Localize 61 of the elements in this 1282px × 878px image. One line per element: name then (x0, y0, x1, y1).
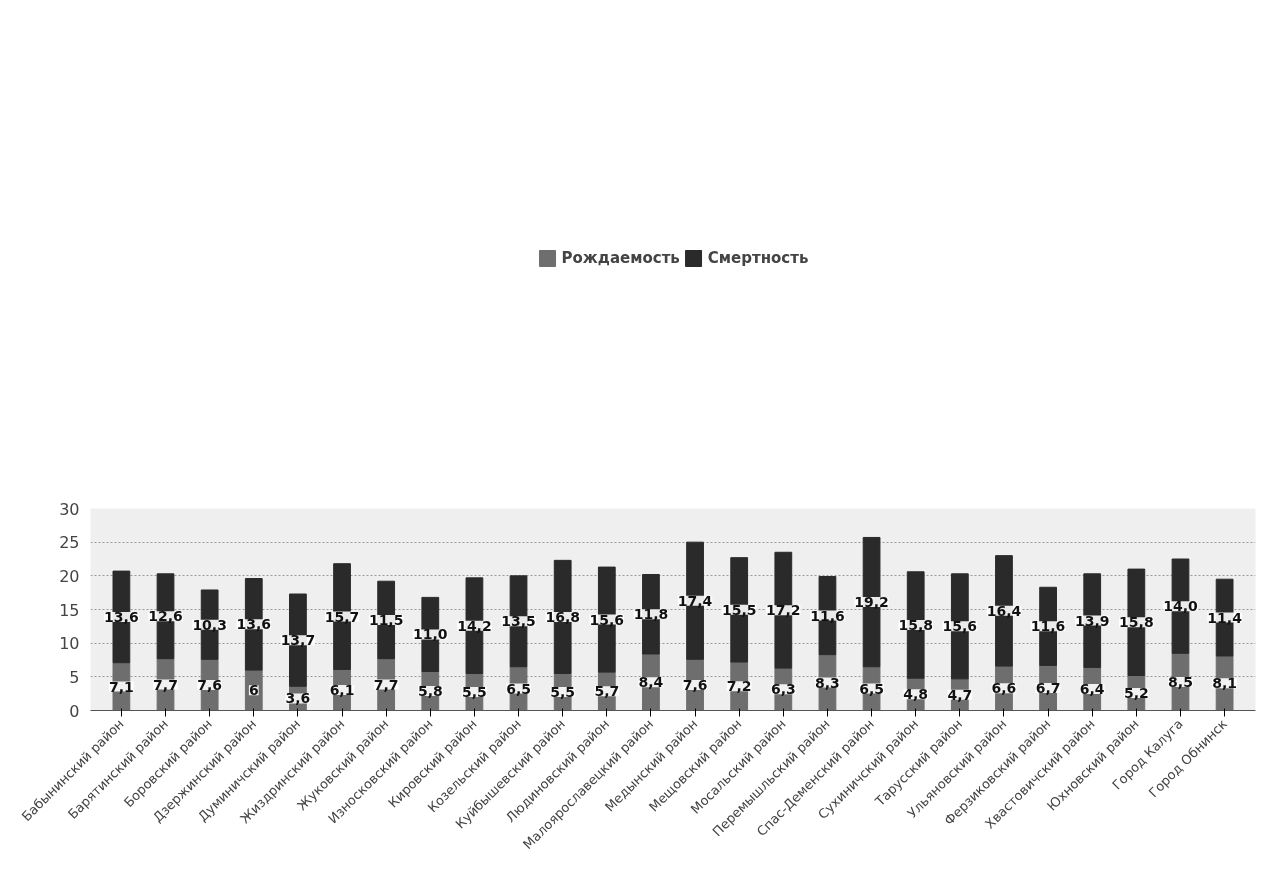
data-label: 4,7 (947, 686, 973, 703)
data-label: 16,4 (986, 602, 1022, 619)
data-label: 6,6 (991, 680, 1017, 697)
data-label: 7,6 (197, 676, 223, 693)
data-label: 8,1 (1212, 675, 1238, 692)
data-label: 5,2 (1123, 684, 1149, 701)
legend-label: Рождаемость (561, 249, 680, 267)
data-label: 11,4 (1207, 609, 1243, 626)
data-label: 6 (248, 682, 259, 699)
legend-label: Смертность (707, 249, 809, 267)
data-label: 15,7 (324, 608, 360, 625)
data-label: 6,5 (859, 680, 884, 697)
data-label: 15,5 (721, 601, 757, 618)
y-tick-label: 10 (59, 634, 80, 654)
data-label: 11,8 (633, 606, 669, 623)
data-label: 17,2 (766, 602, 801, 619)
data-label: 15,6 (942, 618, 978, 635)
data-label: 13,5 (501, 613, 536, 630)
data-label: 11,5 (368, 611, 404, 628)
data-label: 13,9 (1074, 612, 1110, 629)
data-label: 19,2 (854, 594, 889, 611)
y-tick-label: 30 (59, 499, 80, 519)
data-label: 12,6 (148, 608, 183, 625)
data-label: 7,7 (373, 676, 399, 693)
data-label: 10,3 (192, 616, 227, 633)
data-label: 7,7 (153, 676, 178, 693)
data-label: 14,0 (1163, 598, 1199, 615)
y-tick-label: 25 (59, 533, 80, 553)
data-label: 8,5 (1168, 673, 1193, 690)
y-tick-label: 5 (69, 667, 80, 687)
data-label: 11,6 (810, 607, 845, 624)
data-label: 14,2 (457, 617, 492, 634)
data-label: 6,4 (1079, 680, 1105, 697)
data-label: 13,6 (104, 608, 139, 625)
data-label: 6,5 (506, 680, 531, 697)
data-label: 5,5 (550, 683, 576, 700)
y-tick-label: 0 (69, 701, 80, 721)
data-label: 11,6 (1030, 618, 1066, 635)
data-label: 11,0 (413, 626, 448, 643)
data-label: 16,8 (545, 608, 580, 625)
data-label: 6,1 (329, 681, 355, 698)
data-label: 5,7 (594, 683, 620, 700)
data-label: 13,7 (280, 632, 316, 649)
data-label: 7,1 (108, 678, 134, 695)
data-label: 8,3 (815, 674, 840, 691)
data-label: 15,8 (1119, 614, 1154, 631)
y-tick-label: 20 (59, 566, 80, 586)
data-label: 7,6 (682, 676, 708, 693)
data-label: 4,8 (903, 686, 929, 703)
data-label: 15,8 (898, 616, 933, 633)
data-label: 8,4 (638, 674, 664, 691)
data-label: 13,6 (236, 616, 272, 633)
data-label: 5,5 (462, 683, 487, 700)
data-label: 5,8 (417, 682, 443, 699)
data-label: 17,4 (677, 592, 713, 609)
data-label: 6,7 (1035, 679, 1061, 696)
data-label: 6,3 (770, 681, 796, 698)
y-tick-label: 15 (59, 600, 80, 620)
data-label: 15,6 (589, 611, 625, 628)
data-label: 3,6 (285, 690, 311, 707)
data-label: 7,2 (726, 678, 752, 695)
